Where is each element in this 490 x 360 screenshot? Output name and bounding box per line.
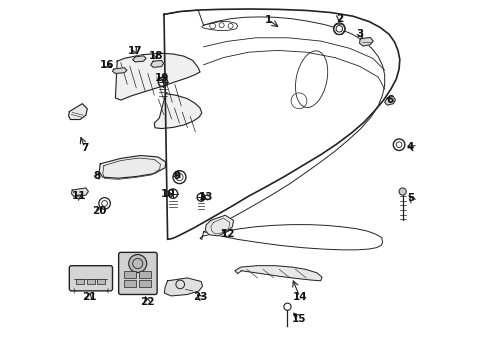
Bar xyxy=(139,280,151,287)
Bar xyxy=(87,279,95,284)
Polygon shape xyxy=(154,94,202,129)
Text: 13: 13 xyxy=(199,192,213,202)
Text: 1: 1 xyxy=(265,15,272,25)
Text: 16: 16 xyxy=(100,60,115,70)
Text: 12: 12 xyxy=(220,229,235,239)
FancyBboxPatch shape xyxy=(119,252,157,294)
Bar xyxy=(98,279,105,284)
Text: 14: 14 xyxy=(293,292,307,302)
Circle shape xyxy=(393,139,405,150)
Text: 20: 20 xyxy=(92,206,106,216)
Text: 17: 17 xyxy=(128,46,143,56)
Bar xyxy=(76,279,84,284)
Polygon shape xyxy=(385,96,395,105)
Bar xyxy=(123,271,136,278)
Text: 6: 6 xyxy=(386,95,393,105)
Polygon shape xyxy=(116,53,200,100)
Polygon shape xyxy=(151,60,164,67)
Text: 10: 10 xyxy=(160,189,175,199)
Polygon shape xyxy=(235,266,322,281)
Text: 21: 21 xyxy=(82,292,97,302)
Circle shape xyxy=(334,23,345,35)
Polygon shape xyxy=(133,56,146,62)
Polygon shape xyxy=(113,68,127,73)
Text: 3: 3 xyxy=(357,29,364,39)
FancyBboxPatch shape xyxy=(69,266,113,291)
Polygon shape xyxy=(360,37,373,46)
Text: 18: 18 xyxy=(148,51,163,61)
Text: 5: 5 xyxy=(407,193,414,203)
Text: 15: 15 xyxy=(292,314,306,324)
Text: 22: 22 xyxy=(140,297,154,307)
Polygon shape xyxy=(69,104,87,120)
Circle shape xyxy=(129,255,147,273)
Polygon shape xyxy=(164,278,202,296)
Text: 2: 2 xyxy=(336,14,343,24)
Text: 8: 8 xyxy=(94,171,101,181)
Text: 19: 19 xyxy=(155,73,170,84)
Text: 4: 4 xyxy=(407,142,414,152)
Polygon shape xyxy=(72,188,88,197)
Bar xyxy=(123,280,136,287)
Bar xyxy=(139,271,151,278)
Polygon shape xyxy=(99,156,166,178)
Text: 23: 23 xyxy=(193,292,207,302)
Text: 11: 11 xyxy=(72,191,87,201)
Polygon shape xyxy=(205,215,233,236)
Circle shape xyxy=(399,188,406,195)
Text: 7: 7 xyxy=(81,143,89,153)
Text: 9: 9 xyxy=(173,171,180,181)
